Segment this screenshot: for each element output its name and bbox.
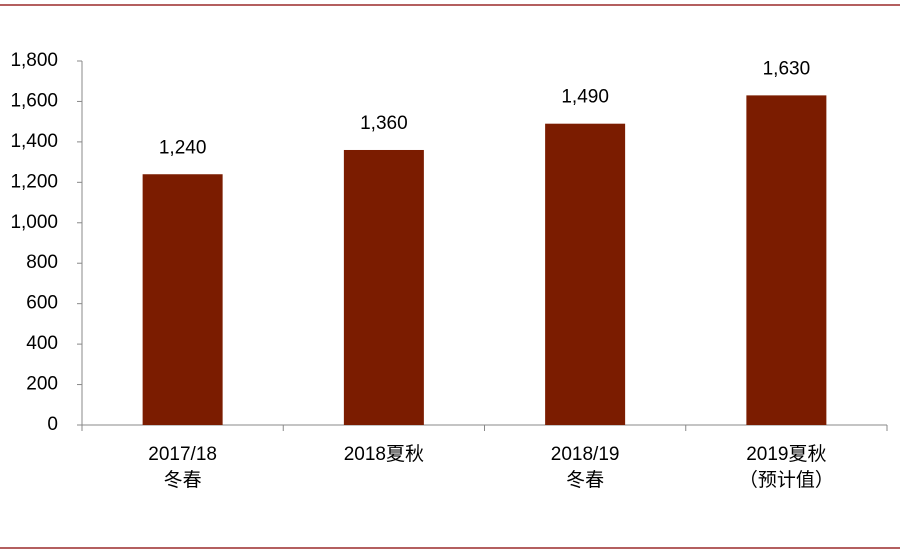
bar bbox=[142, 174, 223, 425]
x-tick-label: 2018/19 bbox=[551, 444, 620, 465]
value-label: 1,490 bbox=[561, 87, 609, 108]
x-tick-label: 2019夏秋 bbox=[746, 443, 826, 465]
bar bbox=[343, 149, 424, 425]
value-label: 1,630 bbox=[763, 58, 811, 79]
x-tick-label: （预计值） bbox=[739, 469, 834, 491]
y-tick-label: 1,200 bbox=[10, 171, 58, 192]
x-tick-label: 2018夏秋 bbox=[344, 443, 424, 465]
value-label: 1,240 bbox=[159, 137, 207, 158]
y-tick-label: 200 bbox=[26, 374, 58, 395]
y-tick-label: 400 bbox=[26, 333, 58, 354]
x-tick-label: 冬春 bbox=[164, 469, 202, 491]
y-tick-label: 1,000 bbox=[10, 212, 58, 233]
y-tick-label: 1,800 bbox=[10, 50, 58, 71]
y-tick-label: 1,400 bbox=[10, 131, 58, 152]
bar bbox=[545, 123, 626, 425]
value-label: 1,360 bbox=[360, 113, 408, 134]
bar bbox=[746, 95, 827, 425]
y-tick-label: 0 bbox=[47, 414, 58, 435]
x-tick-label: 冬春 bbox=[566, 469, 604, 491]
y-tick-label: 800 bbox=[26, 252, 58, 273]
x-tick-label: 2017/18 bbox=[148, 444, 217, 465]
y-tick-label: 1,600 bbox=[10, 90, 58, 111]
y-tick-label: 600 bbox=[26, 293, 58, 314]
